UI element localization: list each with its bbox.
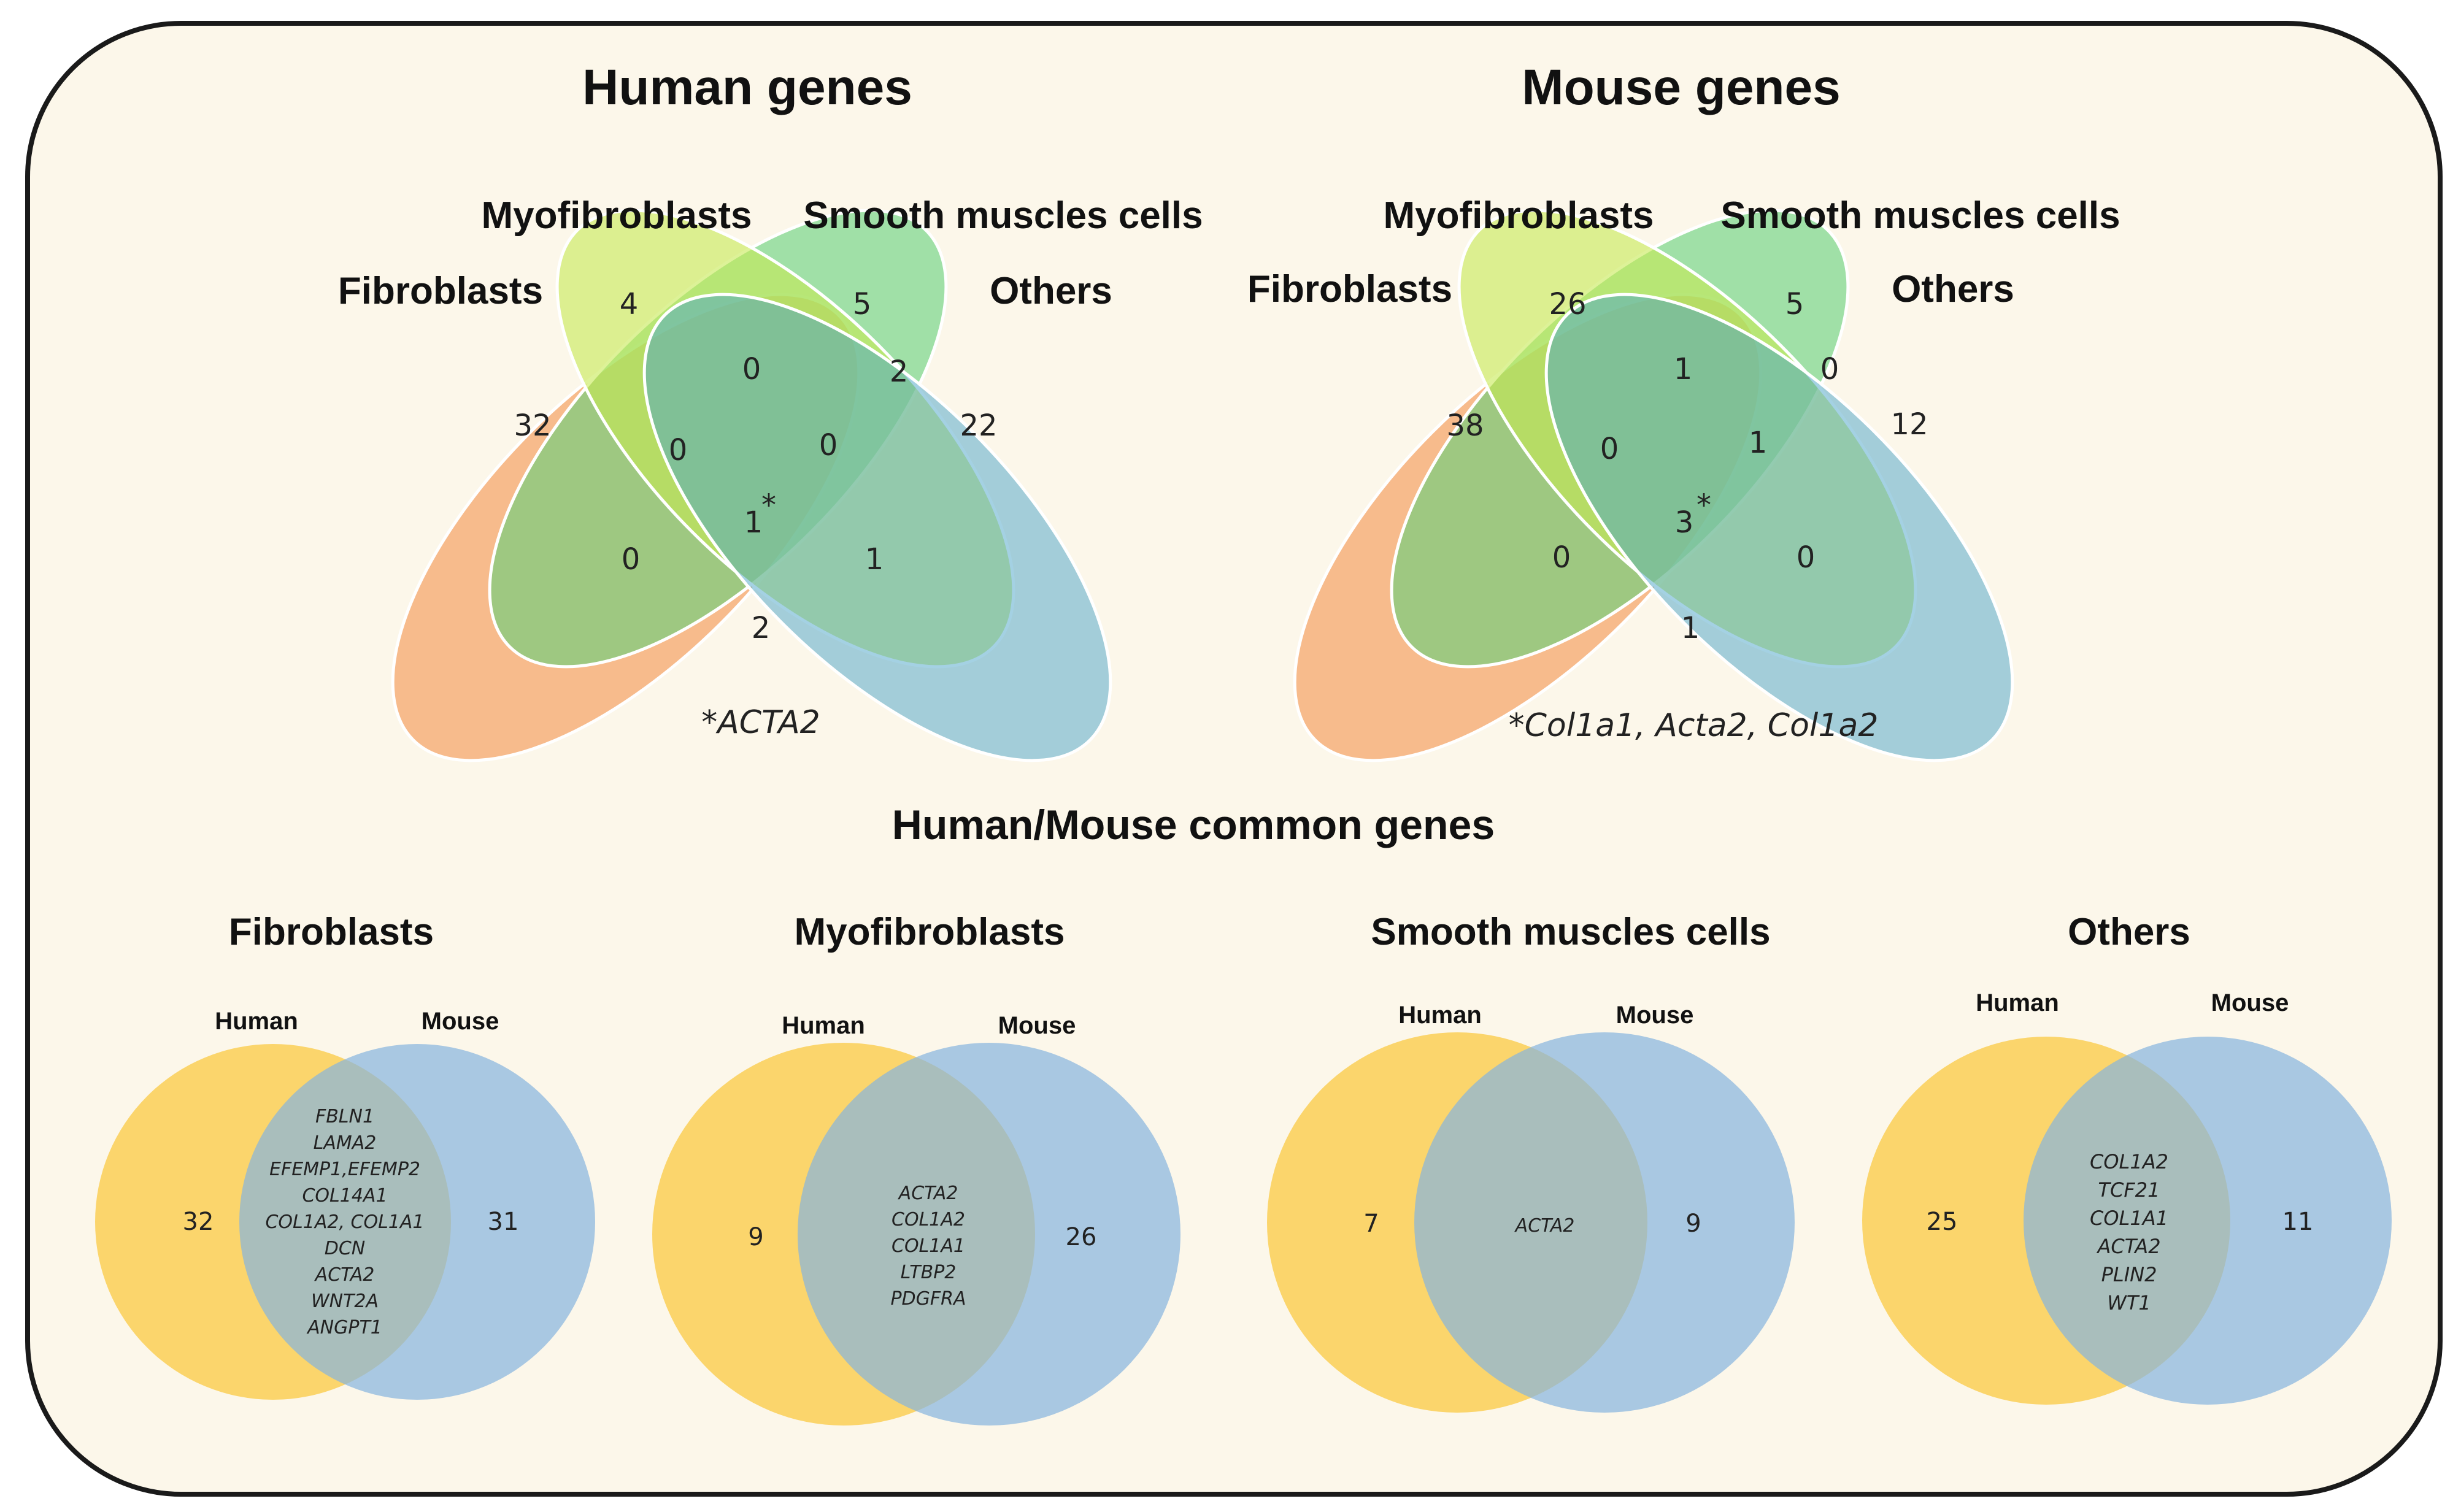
common-mouse-label-myofibroblasts: Mouse xyxy=(998,1012,1076,1039)
human-count-myo-only: 4 xyxy=(620,287,639,321)
mouse-label-others: Others xyxy=(1892,268,2014,310)
mouse-count-fibro-others: 1 xyxy=(1681,611,1700,645)
human-count-fibro-myo-smooth: 0 xyxy=(622,542,641,577)
human-only-count-smooth: 7 xyxy=(1363,1210,1379,1238)
mouse-label-smooth: Smooth muscles cells xyxy=(1720,194,2120,237)
common-human-label-fibroblasts: Human xyxy=(215,1008,298,1035)
mouse-count-others-only: 12 xyxy=(1890,407,1928,442)
mouse-venn: Mouse genes Myofibroblasts Smooth muscle… xyxy=(1247,59,2120,762)
mouse-venn-ellipses xyxy=(1293,209,2014,762)
human-venn-ellipses xyxy=(391,209,1112,762)
common-mouse-label-smooth: Mouse xyxy=(1616,1002,1694,1029)
shared-gene: PDGFRA xyxy=(890,1288,966,1310)
human-count-myo-smooth: 0 xyxy=(742,352,761,386)
shared-genes-smooth: ACTA2 xyxy=(1514,1215,1575,1237)
shared-gene: COL14A1 xyxy=(302,1185,387,1207)
mouse-count-fibro-myo: 0 xyxy=(1600,432,1619,466)
shared-gene: ANGPT1 xyxy=(306,1317,382,1338)
shared-genes-fibroblasts: FBLN1 LAMA2 EFEMP1,EFEMP2 COL14A1 COL1A2, CO… xyxy=(265,1106,424,1338)
mouse-venn-title: Mouse genes xyxy=(1522,59,1840,115)
shared-gene: WT1 xyxy=(2107,1291,2151,1314)
mouse-count-fibro-only: 38 xyxy=(1446,409,1484,443)
shared-gene: LTBP2 xyxy=(901,1262,957,1283)
common-panel-title-others: Others xyxy=(2068,911,2190,953)
mouse-count-myo-smooth: 1 xyxy=(1674,352,1693,386)
common-panel-fibroblasts: Fibroblasts Human Mouse 32 31 FBLN1 LAMA2… xyxy=(95,911,595,1400)
shared-gene: DCN xyxy=(325,1238,366,1259)
human-others-ellipse xyxy=(642,293,1112,762)
human-count-smooth-others: 2 xyxy=(890,355,909,389)
mouse-count-smooth-others: 0 xyxy=(1820,352,1839,386)
common-panel-title-fibroblasts: Fibroblasts xyxy=(229,911,434,953)
shared-gene: TCF21 xyxy=(2098,1178,2160,1202)
common-panel-others: Others Human Mouse 25 11 COL1A2TCF21COL1… xyxy=(1862,911,2392,1405)
common-mouse-label-others: Mouse xyxy=(2211,989,2289,1016)
common-human-label-smooth: Human xyxy=(1398,1002,1482,1029)
mouse-circle-fibroblasts xyxy=(239,1044,595,1400)
human-venn-title: Human genes xyxy=(582,59,912,115)
human-count-all-four: 1 xyxy=(744,505,763,540)
mouse-only-count-fibroblasts: 31 xyxy=(488,1208,519,1236)
human-count-myo-others: 1 xyxy=(865,542,884,577)
common-human-label-myofibroblasts: Human xyxy=(782,1012,865,1039)
human-count-fibro-only: 32 xyxy=(514,409,551,443)
mouse-only-count-myofibroblasts: 26 xyxy=(1066,1223,1097,1251)
mouse-count-myo-only: 26 xyxy=(1549,287,1586,321)
common-panel-title-smooth: Smooth muscles cells xyxy=(1371,911,1770,953)
shared-gene: EFEMP1,EFEMP2 xyxy=(269,1159,420,1180)
common-panel-title-myofibroblasts: Myofibroblasts xyxy=(795,911,1065,953)
human-venn: Human genes Myofibroblasts Smooth muscle… xyxy=(338,59,1203,762)
mouse-count-myo-others: 0 xyxy=(1797,540,1816,575)
shared-gene: ACTA2 xyxy=(2096,1235,2160,1258)
mouse-count-fibro-myo-smooth: 0 xyxy=(1552,540,1571,575)
shared-genes-myofibroblasts: ACTA2 COL1A2 COL1A1 LTBP2 PDGFRA xyxy=(890,1183,966,1310)
mouse-label-myofibroblasts: Myofibroblasts xyxy=(1384,194,1654,237)
human-count-fibro-myo: 0 xyxy=(669,433,688,467)
mouse-only-count-smooth: 9 xyxy=(1685,1210,1701,1238)
common-human-label-others: Human xyxy=(1976,989,2059,1016)
shared-gene: COL1A2, COL1A1 xyxy=(265,1211,424,1233)
shared-gene: PLIN2 xyxy=(2101,1263,2157,1286)
mouse-count-smooth-only: 5 xyxy=(1785,287,1804,321)
shared-gene: COL1A1 xyxy=(892,1235,965,1257)
shared-genes-others: COL1A2 TCF21 COL1A1 ACTA2 PLIN2 WT1 xyxy=(2090,1150,2168,1314)
mouse-all-four-star: * xyxy=(1697,488,1711,523)
shared-gene: ACTA2 xyxy=(898,1183,958,1204)
human-only-count-fibroblasts: 32 xyxy=(183,1208,214,1236)
human-count-smooth-only: 5 xyxy=(853,287,872,321)
mouse-footnote: *Col1a1, Acta2, Col1a2 xyxy=(1509,707,1879,744)
common-panel-myofibroblasts: Myofibroblasts Human Mouse 9 26 ACTA2 COL… xyxy=(652,911,1180,1426)
shared-gene: COL1A2 xyxy=(892,1209,965,1230)
human-only-count-myofibroblasts: 9 xyxy=(748,1223,763,1251)
shared-gene: COL1A1 xyxy=(2090,1207,2168,1230)
human-all-four-star: * xyxy=(761,488,776,523)
human-count-fibro-others: 2 xyxy=(752,611,771,645)
human-footnote: *ACTA2 xyxy=(701,704,820,741)
common-mouse-label-fibroblasts: Mouse xyxy=(422,1008,499,1035)
shared-gene: LAMA2 xyxy=(314,1132,377,1154)
mouse-count-all-four: 3 xyxy=(1675,505,1694,540)
human-label-myofibroblasts: Myofibroblasts xyxy=(482,194,752,237)
mouse-circle-smooth xyxy=(1414,1032,1795,1413)
mouse-label-fibroblasts: Fibroblasts xyxy=(1247,268,1452,310)
shared-gene: WNT2A xyxy=(311,1291,379,1312)
common-genes-title: Human/Mouse common genes xyxy=(892,802,1495,848)
mouse-circle-myofibroblasts xyxy=(798,1043,1180,1426)
mouse-only-count-others: 11 xyxy=(2282,1208,2314,1236)
shared-gene: ACTA2 xyxy=(1514,1215,1575,1237)
mouse-circle-others xyxy=(2024,1037,2392,1405)
shared-gene: FBLN1 xyxy=(315,1106,374,1127)
human-label-fibroblasts: Fibroblasts xyxy=(338,270,543,312)
common-panel-smooth: Smooth muscles cells Human Mouse 7 9 ACT… xyxy=(1267,911,1795,1413)
mouse-count-myo-smooth-others: 1 xyxy=(1749,426,1768,460)
shared-gene: ACTA2 xyxy=(314,1264,375,1286)
mouse-others-ellipse xyxy=(1544,293,2014,762)
shared-gene: COL1A2 xyxy=(2090,1150,2168,1173)
human-count-myo-smooth-others: 0 xyxy=(819,428,838,462)
human-only-count-others: 25 xyxy=(1927,1208,1958,1236)
human-count-others-only: 22 xyxy=(960,409,997,443)
human-label-smooth: Smooth muscles cells xyxy=(803,194,1203,237)
human-label-others: Others xyxy=(990,270,1112,312)
